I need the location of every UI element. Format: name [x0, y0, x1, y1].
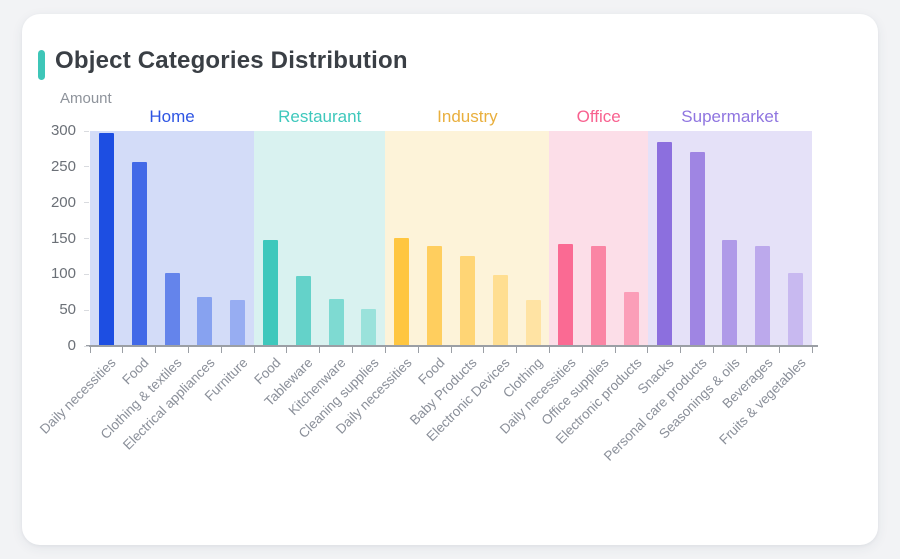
bar-industry-baby-products: [459, 255, 475, 346]
bar-supermarket-fruits-vegetables: [788, 272, 804, 346]
y-axis-label-150: 150: [50, 229, 76, 247]
y-axis-tick: [84, 273, 89, 275]
x-axis-tick: [187, 347, 189, 353]
bar-supermarket-snacks: [656, 142, 672, 346]
y-axis-tick: [84, 130, 89, 132]
y-axis-tick: [84, 166, 89, 168]
x-axis-tick: [89, 347, 91, 353]
bar-restaurant-kitchenware: [328, 298, 344, 346]
x-axis-tick: [220, 347, 222, 353]
bar-industry-daily-necessities: [394, 237, 410, 346]
x-axis-tick: [155, 347, 157, 353]
bar-restaurant-tableware: [295, 276, 311, 346]
x-axis-tick: [713, 347, 715, 353]
y-axis-label-100: 100: [50, 265, 76, 283]
page-title: Object Categories Distribution: [55, 47, 408, 74]
x-axis-line: [86, 345, 818, 347]
x-axis-tick: [647, 347, 649, 353]
chart-card: Object Categories Distribution Amount Ho…: [22, 14, 878, 545]
y-axis-label-50: 50: [59, 301, 76, 319]
x-axis-tick: [483, 347, 485, 353]
group-label-home: Home: [149, 107, 195, 126]
y-axis-label-300: 300: [50, 122, 76, 139]
y-axis-tick: [84, 238, 89, 239]
x-axis-tick: [548, 347, 550, 353]
title-accent-bar: [38, 50, 45, 80]
y-axis-tick: [84, 202, 89, 204]
group-label-supermarket: Supermarket: [681, 107, 779, 126]
bar-home-daily-necessities: [98, 133, 114, 346]
bar-industry-food: [427, 246, 443, 346]
bar-office-electronic-products: [624, 292, 639, 346]
bar-supermarket-beverages: [755, 245, 771, 346]
x-axis-tick: [286, 347, 288, 353]
x-axis-tick: [811, 347, 813, 353]
x-axis-tick: [384, 347, 386, 353]
y-axis-label-250: 250: [50, 157, 76, 175]
chart-plot-area: Home Daily necessities Food Clothing & text…: [37, 107, 818, 464]
y-axis-label-200: 200: [50, 193, 76, 211]
x-axis-tick: [778, 347, 780, 353]
y-axis-tick: [84, 345, 89, 347]
y-axis-tick: [84, 309, 89, 311]
group-label-office: Office: [576, 107, 621, 126]
x-axis-tick: [122, 347, 124, 353]
group-label-industry: Industry: [437, 107, 498, 126]
y-axis-label-0: 0: [67, 337, 76, 354]
x-axis-tick: [450, 347, 452, 353]
x-axis-tick: [745, 347, 747, 353]
x-axis-tick: [581, 347, 583, 353]
group-label-restaurant: Restaurant: [278, 107, 362, 126]
bar-home-furniture: [230, 300, 246, 346]
bar-supermarket-personal-care-products: [689, 151, 705, 346]
x-axis-tick: [352, 347, 354, 353]
bar-office-daily-necessities: [558, 243, 574, 346]
bar-home-electrical-appliances: [197, 296, 213, 346]
bar-industry-clothing: [525, 300, 541, 346]
x-axis-tick: [253, 347, 255, 353]
bar-home-food: [131, 161, 147, 346]
x-axis-tick: [319, 347, 321, 353]
bar-supermarket-seasonings-oils: [722, 239, 738, 346]
bar-home-clothing-textiles: [164, 272, 180, 346]
x-axis-tick: [614, 347, 616, 353]
y-axis-title: Amount: [60, 90, 112, 107]
bar-restaurant-cleaning-supplies: [361, 309, 377, 346]
x-axis-tick: [680, 347, 682, 353]
bar-industry-electronic-devices: [492, 275, 508, 346]
bar-office-office-supplies: [591, 246, 607, 346]
bar-restaurant-food: [263, 239, 278, 346]
x-axis-tick: [417, 347, 419, 353]
x-axis-tick: [516, 347, 518, 353]
